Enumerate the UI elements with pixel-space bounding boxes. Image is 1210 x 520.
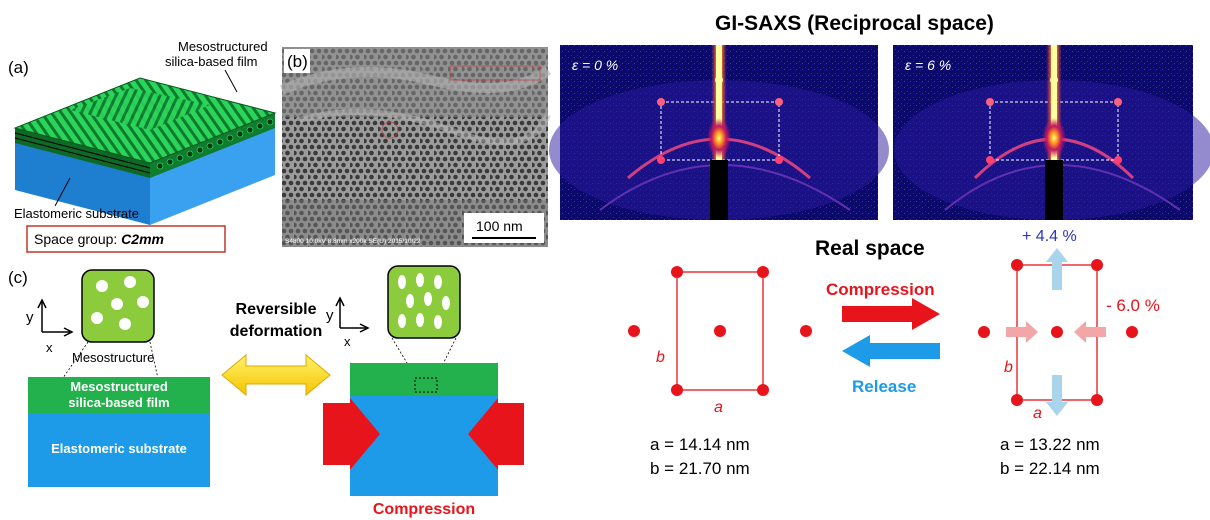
gisaxs-section: GI-SAXS (Reciprocal space) ε = 0 %: [549, 12, 1210, 220]
right-a-value: a = 13.22 nm: [1000, 435, 1100, 454]
strain-arrow-left: [1074, 321, 1106, 343]
axis-left: y x: [26, 298, 74, 355]
strain-left: ε = 0 %: [572, 57, 618, 73]
lattice-right-b-label: b: [1004, 359, 1013, 376]
lattice-point: [1011, 259, 1023, 271]
film-left-line1: Mesostructured: [70, 379, 168, 394]
panel-c: (c) y x Mesostructure Mesostructured sil…: [8, 265, 524, 518]
panel-a-tag: (a): [8, 58, 29, 77]
lattice-point: [628, 325, 640, 337]
lattice-right-a-label: a: [1033, 405, 1042, 422]
lattice-right: b a: [978, 248, 1138, 422]
panel-b: (b) 100 nm S4800 10.0kV 8.8mm x200k SE(U…: [279, 47, 552, 247]
reversible-line1: Reversible: [236, 301, 317, 318]
film-3d-illustration: [13, 77, 277, 225]
compression-arrow-left: [323, 398, 380, 470]
film-pointer: [224, 69, 238, 93]
lattice-point: [978, 326, 990, 338]
lattice-point: [1126, 326, 1138, 338]
right-b-value: b = 22.14 nm: [1000, 459, 1100, 478]
compression-label: Compression: [826, 280, 935, 299]
film-label-line2: silica-based film: [165, 54, 257, 69]
compression-arrow-right: [468, 398, 524, 470]
sem-info: S4800 10.0kV 8.8mm x200k SE(U) 2015/10/2…: [285, 238, 421, 245]
lattice-left-b-label: b: [656, 349, 665, 366]
lattice-point: [671, 266, 683, 278]
lattice-point: [1011, 394, 1023, 406]
film-stack-left: [28, 377, 210, 487]
substrate-label: Elastomeric substrate: [14, 206, 139, 221]
lattice-point: [1091, 394, 1103, 406]
space-group-text: Space group: C2mm: [34, 231, 164, 247]
space-group-box: [26, 225, 226, 253]
film-left-line2: silica-based film: [68, 395, 169, 410]
axis-left-x: x: [46, 340, 53, 355]
lattice-point: [1091, 259, 1103, 271]
strain-right: ε = 6 %: [905, 57, 951, 73]
compression-arrow: [842, 298, 940, 330]
release-arrow: [842, 335, 940, 367]
strain-arrow-up: [1046, 248, 1068, 290]
strain-arrow-right: [1006, 321, 1038, 343]
panel-c-tag: (c): [8, 268, 28, 287]
left-a-value: a = 14.14 nm: [650, 435, 750, 454]
film-stack-right: [350, 363, 498, 496]
reversible-line2: deformation: [230, 323, 322, 340]
mesostructure-inset-left: [81, 269, 155, 343]
strain-x-label: - 6.0 %: [1106, 296, 1160, 315]
real-space-title: Real space: [815, 237, 925, 260]
lattice-left-a-label: a: [714, 399, 723, 416]
compression-bottom-label: Compression: [373, 501, 475, 518]
mesostructure-label: Mesostructure: [72, 350, 154, 365]
panel-a: (a) Mesostructured silica-based film: [8, 39, 277, 253]
axis-right-x: x: [344, 334, 351, 349]
axis-left-y: y: [26, 309, 34, 326]
gisaxs-pattern-left: ε = 0 %: [549, 45, 889, 220]
reversible-arrow: [221, 353, 331, 397]
lattice-point: [714, 325, 726, 337]
lattice-point: [671, 384, 683, 396]
scale-bar-label: 100 nm: [476, 218, 523, 234]
strain-arrow-down: [1046, 375, 1068, 416]
axis-right-y: y: [326, 307, 334, 324]
lattice-left: b a: [628, 266, 812, 416]
gisaxs-pattern-right: ε = 6 %: [893, 45, 1210, 220]
mesostructure-inset-right: [387, 265, 461, 339]
substrate-pointer: [54, 177, 71, 207]
lattice-point: [757, 266, 769, 278]
film-label-line1: Mesostructured: [178, 39, 268, 54]
axis-right: y x: [326, 296, 370, 349]
real-space-section: Real space b a a = 14.14 nm b = 21.70 nm…: [628, 228, 1160, 478]
gisaxs-title: GI-SAXS (Reciprocal space): [715, 12, 994, 35]
substrate-left-label: Elastomeric substrate: [51, 441, 187, 456]
strain-y-label: + 4.4 %: [1022, 228, 1077, 245]
lattice-point: [1051, 326, 1063, 338]
release-label: Release: [852, 377, 916, 396]
left-b-value: b = 21.70 nm: [650, 459, 750, 478]
lattice-point: [757, 384, 769, 396]
lattice-point: [800, 325, 812, 337]
panel-b-tag: (b): [287, 52, 308, 71]
